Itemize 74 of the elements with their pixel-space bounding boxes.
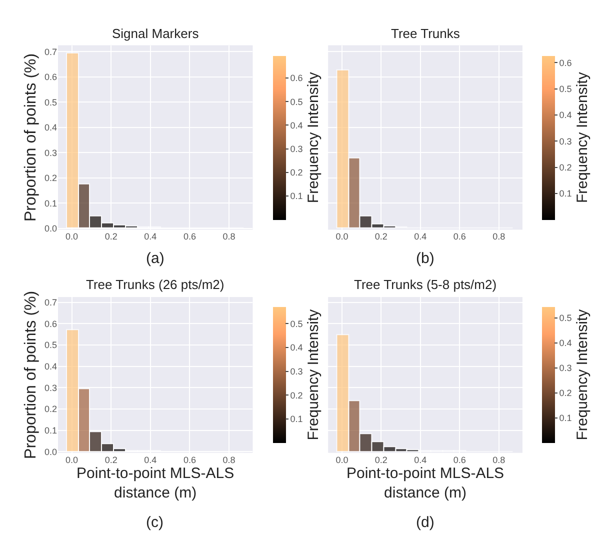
color-bar-title: Frequency Intensity bbox=[304, 308, 322, 440]
y-tick-label: 0.0 bbox=[44, 446, 57, 457]
x-tick-label: 0.8 bbox=[492, 232, 506, 242]
x-tick-label: 0.0 bbox=[336, 454, 348, 465]
x-tick-label: 0.6 bbox=[453, 454, 466, 465]
color-bar-title: Frequency Intensity bbox=[574, 72, 591, 204]
x-tick-label: 0.4 bbox=[414, 232, 427, 242]
x-tick-label: 0.4 bbox=[144, 232, 157, 242]
y-tick-label: 0.7 bbox=[44, 298, 57, 308]
color-bar-label: 0.1 bbox=[559, 412, 572, 423]
y-tick-label: 0.2 bbox=[44, 173, 57, 184]
color-bar-label: 0.3 bbox=[290, 366, 303, 376]
color-bar-label: 0.6 bbox=[559, 58, 572, 68]
color-bar-label: 0.2 bbox=[290, 390, 303, 400]
color-bar-label: 0.5 bbox=[559, 84, 572, 94]
x-tick-label: 0.2 bbox=[374, 454, 388, 465]
x-tick-label: 0.6 bbox=[453, 232, 466, 242]
x-axis-title: Point-to-point MLS-ALS distance (m) bbox=[76, 464, 234, 502]
text: (d) bbox=[416, 514, 434, 531]
color-bar-label: 0.5 bbox=[290, 318, 303, 329]
color-bar-label: 0.3 bbox=[559, 136, 572, 146]
color-bar-label: 0.4 bbox=[559, 338, 572, 348]
color-bar-label: 0.2 bbox=[290, 168, 303, 178]
x-tick-label: 0.6 bbox=[183, 454, 196, 465]
y-tick-label: 0.0 bbox=[44, 223, 57, 234]
y-tick-label: 0.3 bbox=[44, 148, 57, 158]
color-bar-label: 0.6 bbox=[290, 73, 303, 84]
text: (a) bbox=[146, 250, 164, 267]
y-tick-label: 0.1 bbox=[44, 426, 57, 436]
y-axis-title: Proportion of points (%) bbox=[22, 53, 40, 222]
x-tick-label: 0.0 bbox=[336, 232, 348, 242]
x-tick-label: 0.6 bbox=[183, 232, 196, 242]
color-bar-label: 0.3 bbox=[290, 144, 303, 154]
x-tick-label: 0.8 bbox=[222, 454, 236, 465]
y-tick-label: 0.2 bbox=[44, 404, 57, 414]
y-tick-label: 0.4 bbox=[44, 122, 57, 133]
x-tick-label: 0.2 bbox=[104, 454, 118, 465]
text: (b) bbox=[416, 250, 434, 267]
color-bar-label: 0.4 bbox=[559, 110, 572, 120]
color-bar-label: 0.1 bbox=[559, 188, 572, 199]
color-bar-label: 0.5 bbox=[559, 313, 572, 324]
x-tick-label: 0.4 bbox=[144, 454, 157, 465]
color-bar-label: 0.4 bbox=[290, 120, 303, 130]
color-bar-label: 0.3 bbox=[559, 363, 572, 374]
x-tick-label: 0.2 bbox=[104, 232, 118, 242]
color-bar-label: 0.2 bbox=[559, 162, 572, 172]
y-axis-title: Proportion of points (%) bbox=[22, 290, 40, 459]
color-bar-label: 0.2 bbox=[559, 388, 572, 398]
chart-title: Tree Trunks bbox=[391, 26, 460, 41]
x-tick-label: 0.8 bbox=[492, 454, 506, 465]
color-bar-label: 0.1 bbox=[290, 191, 303, 202]
x-tick-label: 0.2 bbox=[374, 232, 388, 242]
x-tick-label: 0.4 bbox=[414, 454, 427, 465]
y-tick-label: 0.6 bbox=[44, 72, 57, 82]
y-tick-label: 0.5 bbox=[44, 340, 57, 350]
chart-title: Signal Markers bbox=[112, 26, 200, 41]
text: (c) bbox=[146, 514, 164, 531]
y-tick-label: 0.7 bbox=[44, 46, 57, 57]
y-tick-label: 0.1 bbox=[44, 198, 57, 208]
y-tick-label: 0.6 bbox=[44, 318, 57, 329]
y-tick-label: 0.3 bbox=[44, 382, 57, 393]
x-tick-label: 0.0 bbox=[66, 454, 78, 465]
color-bar-title: Frequency Intensity bbox=[574, 308, 591, 440]
y-tick-label: 0.4 bbox=[44, 362, 57, 372]
x-tick-label: 0.8 bbox=[222, 232, 236, 242]
chart-title: Tree Trunks (26 pts/m2) bbox=[86, 277, 224, 292]
color-bar-label: 0.4 bbox=[290, 342, 303, 353]
color-bar-label: 0.5 bbox=[290, 96, 303, 107]
chart-title: Tree Trunks (5-8 pts/m2) bbox=[354, 277, 497, 292]
color-bar-title: Frequency Intensity bbox=[304, 72, 322, 204]
x-axis-title: Point-to-point MLS-ALS distance (m) bbox=[346, 464, 504, 502]
y-tick-label: 0.5 bbox=[44, 97, 57, 108]
color-bar-label: 0.1 bbox=[290, 414, 303, 424]
x-tick-label: 0.0 bbox=[66, 232, 78, 242]
